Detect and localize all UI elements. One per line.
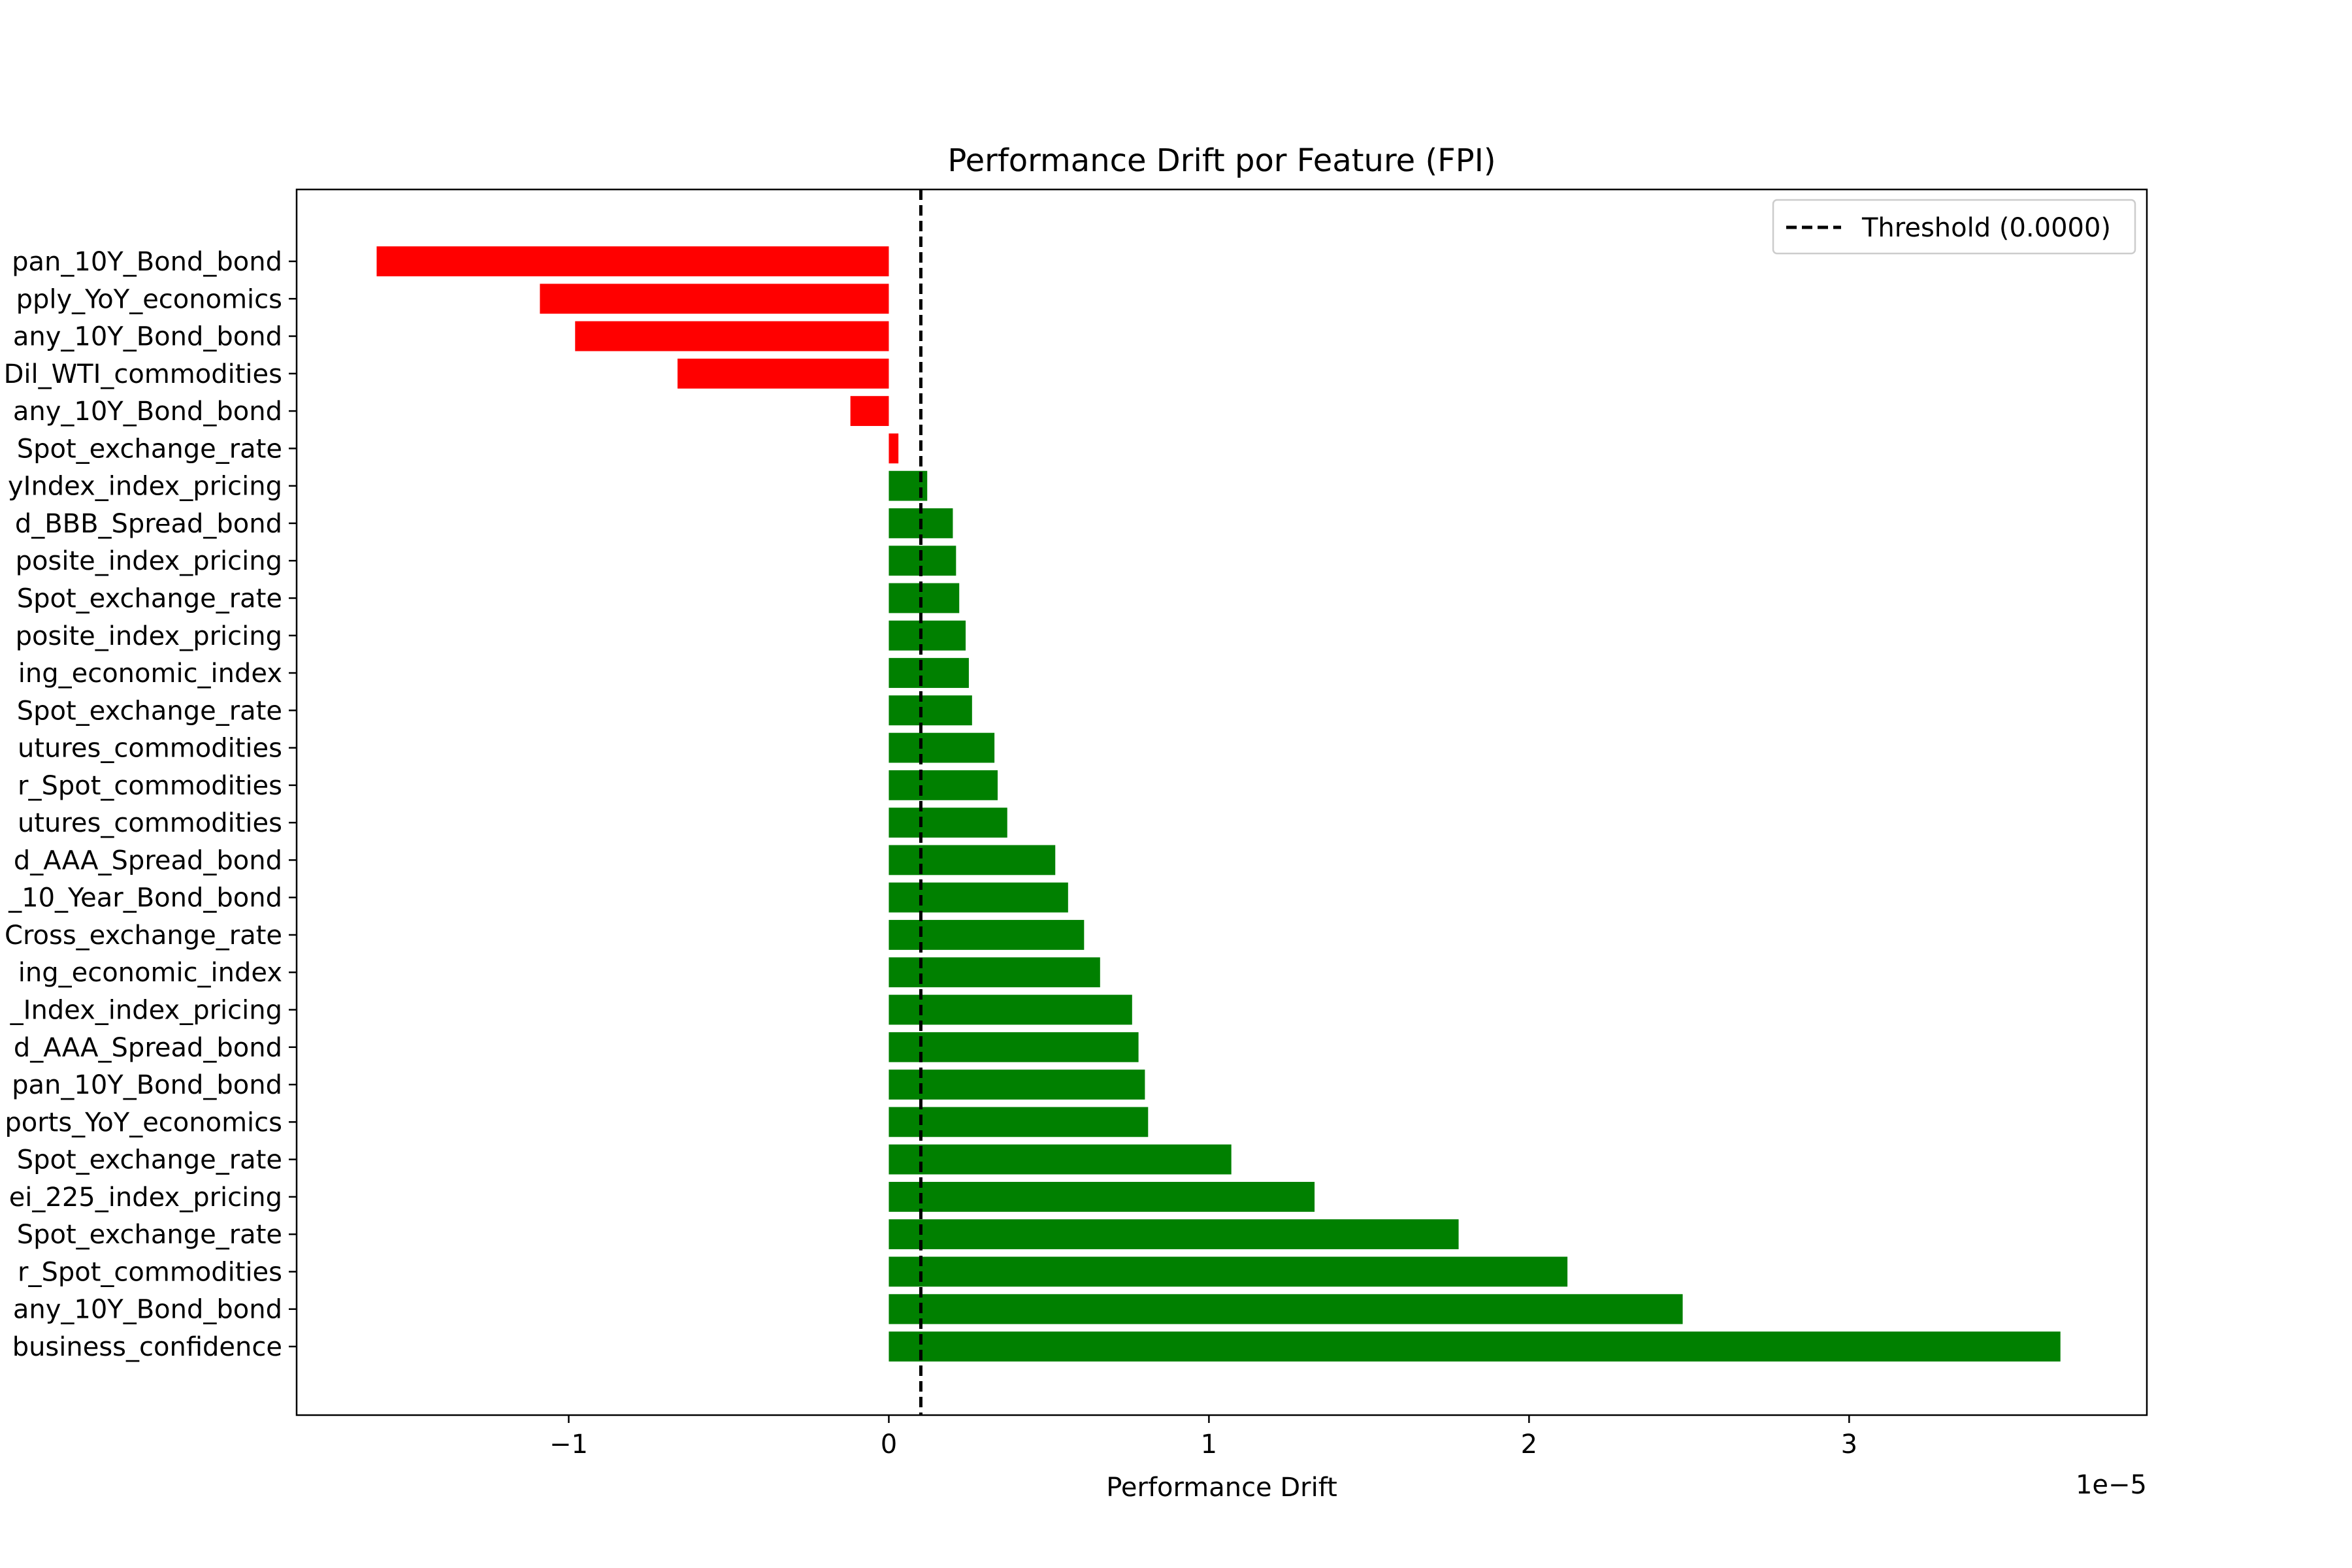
bar-27 — [889, 1219, 1459, 1250]
y-tick-label: pan_10Y_Bond_bond — [12, 247, 282, 277]
y-tick-label: Cross_exchange_rate — [5, 921, 282, 951]
y-tick-label: business_confidence — [12, 1332, 282, 1362]
bar-15 — [889, 770, 998, 800]
y-tick-label: Spot_exchange_rate — [17, 583, 282, 613]
bar-26 — [889, 1181, 1315, 1212]
bar-17 — [889, 845, 1056, 875]
bar-28 — [889, 1256, 1568, 1287]
y-tick-label: any_10Y_Bond_bond — [13, 1295, 282, 1325]
bar-19 — [889, 920, 1085, 950]
y-tick-label: d_BBB_Spread_bond — [15, 509, 282, 539]
bar-1 — [376, 246, 889, 276]
bar-23 — [889, 1070, 1145, 1100]
bars-group — [376, 246, 2061, 1362]
y-tick-label: pply_YoY_economics — [16, 284, 282, 314]
bar-13 — [889, 695, 972, 726]
x-axis-ticks: −1 0 1 2 3 — [549, 1415, 1857, 1460]
x-tick-label: 0 — [881, 1429, 897, 1460]
bar-16 — [889, 808, 1007, 838]
plot-area-frame — [295, 188, 2148, 1416]
y-tick-label: posite_index_pricing — [16, 621, 282, 651]
bar-4 — [678, 358, 889, 389]
y-tick-label: d_AAA_Spread_bond — [14, 1033, 282, 1063]
bar-12 — [889, 658, 969, 688]
bar-22 — [889, 1032, 1139, 1062]
legend: Threshold (0.0000) — [1772, 199, 2136, 255]
y-tick-label: utures_commodities — [18, 808, 282, 838]
y-tick-label: Spot_exchange_rate — [17, 1220, 282, 1250]
y-tick-label: r_Spot_commodities — [18, 771, 282, 801]
bar-24 — [889, 1107, 1149, 1137]
bar-18 — [889, 882, 1068, 913]
y-tick-label: _10_Year_Bond_bond — [8, 883, 282, 913]
y-tick-label: Spot_exchange_rate — [17, 1145, 282, 1175]
bar-30 — [889, 1331, 2061, 1362]
y-axis-ticks: pan_10Y_Bond_bond pply_YoY_economics any_1… — [4, 247, 297, 1362]
y-tick-label: ing_economic_index — [18, 659, 282, 689]
y-tick-label: posite_index_pricing — [16, 546, 282, 576]
y-tick-label: yIndex_index_pricing — [8, 472, 282, 502]
bar-3 — [575, 321, 889, 351]
bar-11 — [889, 620, 966, 651]
y-tick-label: Spot_exchange_rate — [17, 696, 282, 726]
legend-threshold-label: Threshold (0.0000) — [1861, 213, 2111, 243]
bar-5 — [850, 396, 889, 427]
y-tick-label: d_AAA_Spread_bond — [14, 845, 282, 875]
bar-20 — [889, 957, 1100, 988]
y-tick-label: _Index_index_pricing — [10, 996, 282, 1026]
y-tick-label: ing_economic_index — [18, 958, 282, 988]
bar-10 — [889, 583, 960, 613]
bar-6 — [889, 433, 899, 464]
x-axis-label: Performance Drift — [1106, 1473, 1337, 1503]
y-tick-label: Spot_exchange_rate — [17, 434, 282, 464]
bar-21 — [889, 994, 1132, 1025]
x-axis-scale-label: 1e−5 — [2076, 1470, 2147, 1500]
x-tick-label: 3 — [1841, 1429, 1857, 1460]
bar-25 — [889, 1144, 1232, 1175]
bar-14 — [889, 732, 995, 763]
y-tick-label: r_Spot_commodities — [18, 1257, 282, 1287]
y-tick-label: ei_225_index_pricing — [9, 1183, 282, 1213]
y-tick-label: ports_YoY_economics — [5, 1107, 282, 1137]
x-tick-label: 1 — [1201, 1429, 1217, 1460]
y-tick-label: pan_10Y_Bond_bond — [12, 1070, 282, 1100]
y-tick-label: utures_commodities — [18, 734, 282, 764]
y-tick-label: any_10Y_Bond_bond — [13, 397, 282, 427]
bar-29 — [889, 1294, 1683, 1324]
chart-title: Performance Drift por Feature (FPI) — [947, 142, 1495, 179]
y-tick-label: Dil_WTI_commodities — [4, 359, 282, 389]
legend-box — [1772, 199, 2136, 255]
bar-2 — [540, 284, 889, 314]
x-tick-label: 2 — [1521, 1429, 1537, 1460]
x-tick-label: −1 — [549, 1429, 588, 1460]
y-tick-label: any_10Y_Bond_bond — [13, 322, 282, 352]
